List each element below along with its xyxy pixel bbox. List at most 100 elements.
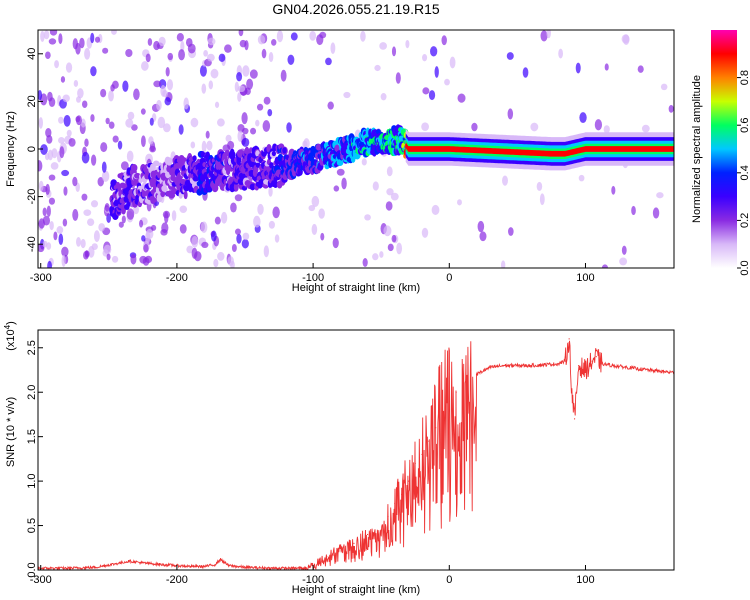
noise-blob	[210, 68, 219, 79]
noise-blob	[327, 101, 334, 110]
noise-blob	[374, 64, 381, 72]
snr-y-ticks: 0.0 0.5 1.0 1.5 2.0 2.5	[26, 340, 43, 578]
noise-blob	[383, 225, 392, 237]
noise-blob	[391, 46, 397, 57]
colorbar-tick-label: 0.8	[739, 70, 750, 85]
noise-blob	[58, 136, 65, 144]
noise-blob	[83, 251, 89, 260]
spectrogram-y-label: Frequency (Hz)	[5, 111, 17, 187]
noise-blob	[165, 66, 170, 77]
noise-blob	[309, 30, 317, 41]
noise-blob	[84, 138, 89, 147]
noise-blob	[178, 124, 184, 135]
snr-x-label: Height of straight line (km)	[292, 584, 420, 596]
noise-blob	[100, 88, 107, 98]
noise-blob	[210, 230, 217, 242]
snr-data-point	[298, 567, 301, 569]
noise-blob	[145, 53, 151, 63]
noise-blob	[500, 260, 506, 268]
carrier-band	[405, 142, 674, 157]
y-tick-label: 40	[26, 48, 38, 60]
colorbar-ticks: 0.0 0.2 0.4 0.6 0.8	[737, 70, 750, 276]
noise-blob	[46, 205, 51, 217]
noise-blob	[207, 37, 216, 46]
noise-blob	[360, 30, 366, 42]
noise-blob	[153, 80, 162, 88]
noise-blob	[405, 39, 410, 49]
noise-blob	[430, 46, 438, 57]
noise-blob	[191, 236, 199, 248]
noise-blob	[91, 243, 98, 250]
noise-blob	[428, 90, 436, 101]
noise-blob	[161, 222, 169, 234]
noise-blob	[163, 123, 171, 133]
noise-blob	[276, 30, 284, 43]
noise-blob	[372, 181, 379, 191]
noise-blob	[256, 103, 264, 111]
noise-blob	[261, 48, 267, 59]
noise-blob	[76, 237, 81, 247]
noise-blob	[333, 185, 340, 192]
noise-blob	[217, 251, 225, 261]
noise-blob	[58, 116, 64, 124]
snr-data-point	[353, 542, 355, 544]
noise-blob	[303, 138, 310, 149]
snr-data-point	[595, 356, 597, 358]
snr-data-point	[448, 400, 450, 402]
noise-blob	[190, 117, 199, 128]
noise-blob	[434, 66, 439, 78]
y-tick-label: 0	[26, 146, 38, 152]
noise-blob	[372, 253, 379, 261]
noise-blob	[603, 125, 610, 134]
noise-blob	[140, 108, 146, 115]
noise-blob	[125, 118, 134, 128]
noise-blob	[506, 52, 514, 60]
noise-blob	[318, 208, 325, 219]
noise-blob	[236, 71, 243, 82]
snr-data-point	[94, 566, 96, 568]
y-tick-label: 2.0	[26, 385, 38, 400]
noise-blob	[146, 228, 154, 240]
snr-y-label: SNR (10 * v/v)	[5, 397, 17, 467]
snr-data-point	[128, 560, 130, 562]
noise-blob	[224, 44, 232, 53]
noise-blob	[660, 83, 668, 91]
signal-blob	[130, 163, 138, 172]
snr-data-point	[557, 363, 559, 365]
noise-blob	[268, 186, 273, 197]
snr-data-point	[544, 364, 546, 366]
snr-data-point	[203, 565, 205, 568]
x-tick-label: 0	[446, 574, 452, 586]
noise-blob	[108, 121, 115, 129]
signal-blob	[192, 155, 197, 162]
noise-blob	[157, 116, 166, 129]
noise-blob	[112, 135, 119, 143]
snr-data-point	[530, 364, 532, 367]
noise-blob	[237, 85, 246, 93]
noise-blob	[38, 90, 43, 101]
noise-blob	[205, 130, 210, 139]
snr-scale-text: (x10	[5, 329, 17, 350]
noise-blob	[578, 174, 585, 182]
noise-blob	[208, 80, 214, 90]
snr-data-point	[475, 373, 478, 376]
snr-data-point	[568, 338, 570, 340]
snr-data-point	[489, 366, 491, 368]
noise-blob	[271, 39, 277, 46]
noise-blob	[361, 158, 367, 166]
noise-blob	[507, 108, 514, 120]
noise-blob	[546, 30, 551, 39]
colorbar-tick-label: 0.4	[739, 165, 750, 180]
colorbar-tick-label: 0.0	[739, 260, 750, 275]
noise-blob	[117, 140, 123, 150]
signal-blob	[161, 185, 168, 192]
noise-blob	[72, 38, 78, 50]
noise-blob	[91, 154, 97, 166]
noise-blob	[126, 208, 135, 220]
noise-blob	[231, 243, 237, 253]
noise-blob	[81, 100, 88, 109]
noise-blob	[65, 62, 73, 73]
x-tick-label: -100	[302, 574, 324, 586]
colorbar-tick-label: 0.6	[739, 118, 750, 133]
snr-data-point	[584, 369, 587, 371]
